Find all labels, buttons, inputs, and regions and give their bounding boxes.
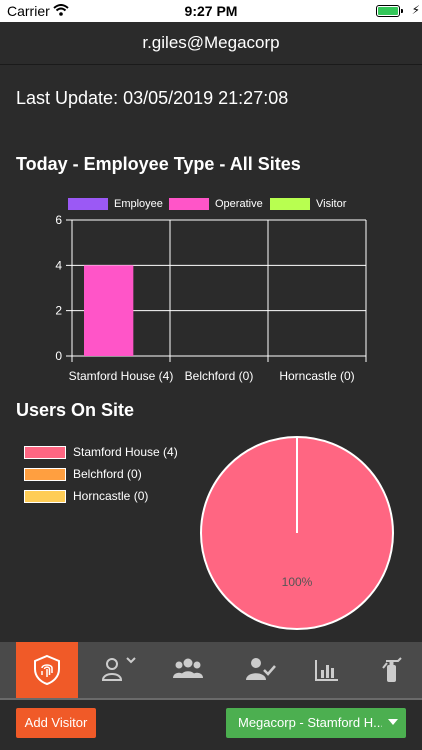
x-tick-label: Belchford (0) [185,369,254,383]
legend-swatch [68,198,108,210]
tab-groups[interactable] [156,642,218,698]
tab-bar [0,642,422,700]
tab-user-check[interactable] [228,642,290,698]
site-selector[interactable]: Megacorp - Stamford H... [226,708,406,738]
employee-type-title: Today - Employee Type - All Sites [16,154,301,174]
pie-percent-label: 100% [282,575,313,589]
x-tick-label: Horncastle (0) [279,369,354,383]
x-tick-label: Stamford House (4) [69,369,174,383]
tab-fire-safety[interactable] [360,642,422,698]
site-selector-value: Megacorp - Stamford H... [238,715,382,730]
tab-user-menu[interactable] [84,642,146,698]
legend-swatch [270,198,310,210]
bar-chart-icon [315,660,338,681]
user-check-icon [246,658,276,680]
add-visitor-button[interactable]: Add Visitor [16,708,96,738]
fire-extinguisher-icon [382,657,402,682]
y-tick-label: 2 [55,304,62,318]
users-on-site-pie-chart: 100% [200,436,394,630]
group-icon [173,658,203,678]
y-tick-label: 0 [55,349,62,363]
legend-label: Operative [215,198,263,210]
status-bar: Carrier 9:27 PM ⚡ [0,0,422,22]
employee-type-bar-chart: 0 2 4 6 Stamford House (4) Belchford (0) Hornc… [55,214,367,383]
tab-reports[interactable] [296,642,358,698]
wifi-icon [53,3,69,19]
nav-bar: r.giles@Megacorp [0,22,422,65]
legend-swatch [169,198,209,210]
fingerprint-shield-icon [34,654,60,686]
pie-legend-label: Horncastle (0) [73,489,149,503]
pie-legend-label: Stamford House (4) [73,445,178,459]
charging-icon: ⚡ [411,3,420,17]
pie-legend-swatch [24,446,66,459]
battery-icon [376,5,403,17]
legend-label: Visitor [316,198,347,210]
chevron-down-icon [388,719,398,725]
account-title: r.giles@Megacorp [142,33,280,52]
y-tick-label: 4 [55,258,62,272]
carrier-label: Carrier [7,3,50,19]
bar-chart-legend: Employee Operative Visitor [0,196,422,212]
y-tick-label: 6 [55,214,62,227]
pie-legend-label: Belchford (0) [73,467,142,481]
bar [84,265,134,356]
pie-legend-swatch [24,490,66,503]
user-dropdown-icon [101,657,136,681]
clock: 9:27 PM [184,3,238,19]
last-update-text: Last Update: 03/05/2019 21:27:08 [16,88,289,108]
users-on-site-title: Users On Site [16,400,135,420]
tab-security[interactable] [16,642,78,698]
bottom-action-bar: Add Visitor Megacorp - Stamford H... [0,700,422,750]
legend-label: Employee [114,198,163,210]
pie-legend-swatch [24,468,66,481]
